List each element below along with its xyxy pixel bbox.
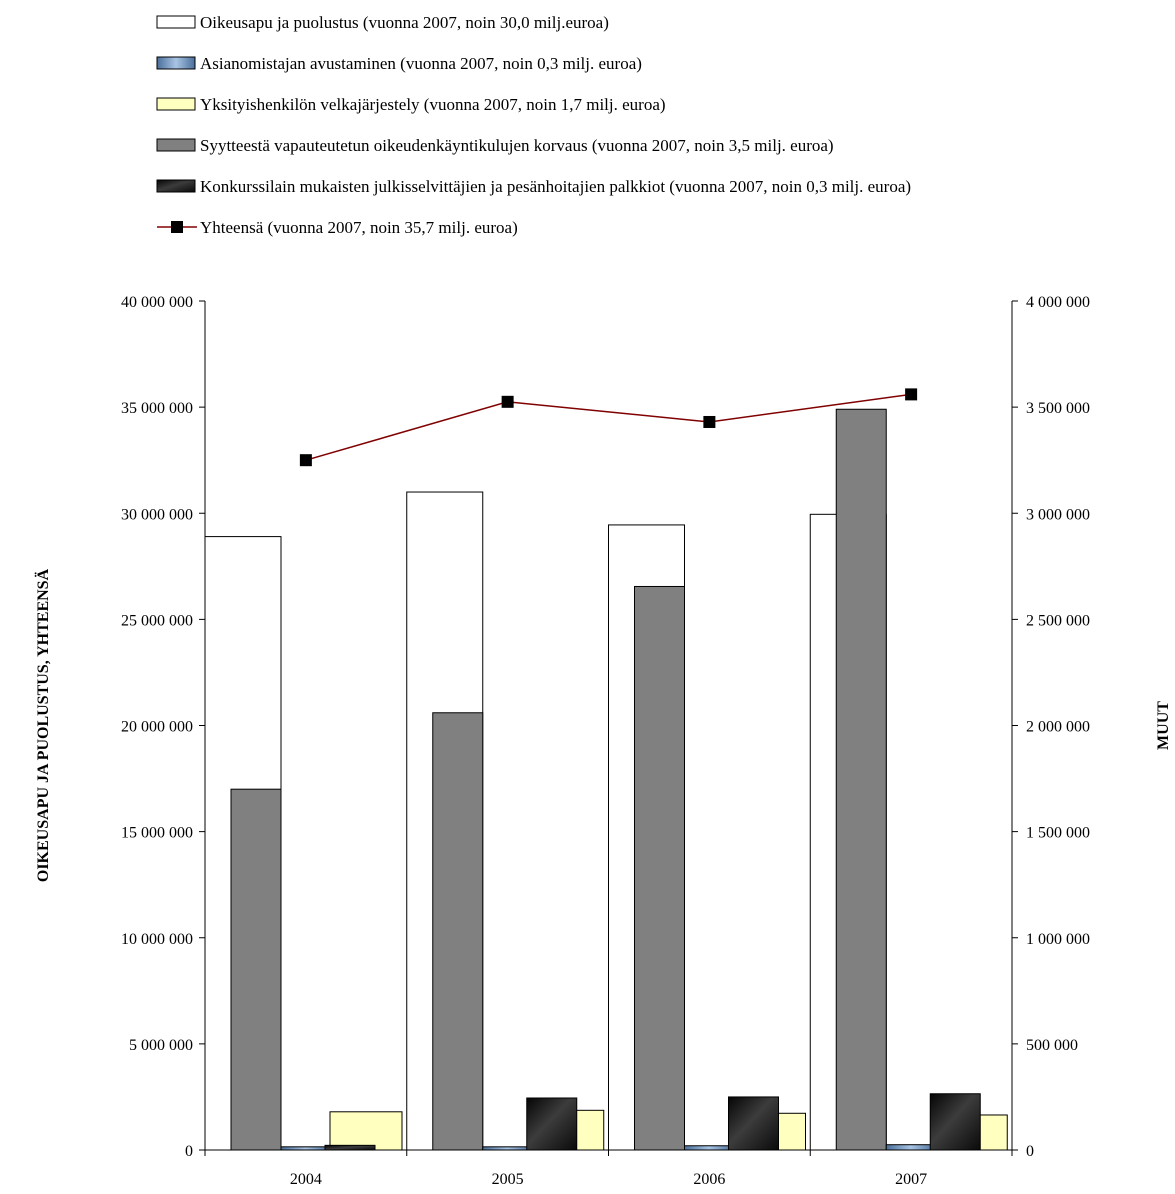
bar-series-3-2006 xyxy=(728,1096,779,1151)
legend-item: Syytteestä vapauteutetun oikeudenkäyntik… xyxy=(156,136,834,155)
axes: 0 5 000 000 10 000 000 15 000 000 20 000 000… xyxy=(34,294,1172,1188)
total-point-2006 xyxy=(703,415,716,428)
y-tick-label: 0 xyxy=(185,1143,193,1160)
bar-series-3-2004 xyxy=(324,1144,376,1151)
y2-tick-label: 4 000 000 xyxy=(1026,294,1090,311)
legend-marker-swatch xyxy=(171,221,183,233)
legend-swatch xyxy=(156,97,196,111)
legend-label: Yksityishenkilön velkajärjestely (vuonna… xyxy=(200,95,666,114)
legend-label: Syytteestä vapauteutetun oikeudenkäyntik… xyxy=(200,136,834,155)
legend-label: Oikeusapu ja puolustus (vuonna 2007, noi… xyxy=(200,13,609,32)
legend-label: Asianomistajan avustaminen (vuonna 2007,… xyxy=(200,54,642,73)
legend-item: Asianomistajan avustaminen (vuonna 2007,… xyxy=(156,54,642,73)
legend-label: Yhteensä (vuonna 2007, noin 35,7 milj. e… xyxy=(200,218,518,237)
legend-item: Yhteensä (vuonna 2007, noin 35,7 milj. e… xyxy=(157,218,518,237)
legend: Oikeusapu ja puolustus (vuonna 2007, noi… xyxy=(156,13,911,237)
x-tick-label: 2007 xyxy=(895,1171,927,1188)
legend-swatch xyxy=(156,56,196,70)
y-tick-label: 25 000 000 xyxy=(121,612,193,629)
y2-tick-label: 1 500 000 xyxy=(1026,825,1090,842)
bar-series-1-2006 xyxy=(634,585,685,1151)
x-tick-label: 2005 xyxy=(492,1171,524,1188)
total-point-2004 xyxy=(299,454,312,467)
legend-swatch xyxy=(156,179,196,193)
y-tick-label: 15 000 000 xyxy=(121,825,193,842)
bar-series-2-2006 xyxy=(684,1145,734,1151)
y2-tick-label: 0 xyxy=(1026,1143,1034,1160)
bar-series-1-2005 xyxy=(432,712,484,1151)
bar-series-1-2004 xyxy=(230,788,282,1151)
y-tick-label: 20 000 000 xyxy=(121,719,193,736)
legend-swatch xyxy=(156,15,196,29)
plot-area xyxy=(204,388,1008,1151)
legend-item: Yksityishenkilön velkajärjestely (vuonna… xyxy=(156,95,666,114)
bar-series-3-2005 xyxy=(526,1097,578,1151)
x-tick-label: 2006 xyxy=(693,1171,725,1188)
y2-tick-label: 500 000 xyxy=(1026,1037,1078,1054)
y-tick-label: 10 000 000 xyxy=(121,931,193,948)
y-axis-title: OIKEUSAPU JA PUOLUSTUS, YHTEENSÄ xyxy=(34,568,52,882)
y2-tick-label: 1 000 000 xyxy=(1026,931,1090,948)
y-tick-label: 40 000 000 xyxy=(121,294,193,311)
legend-label: Konkurssilain mukaisten julkisselvittäji… xyxy=(200,177,911,196)
bar-series-2-2007 xyxy=(885,1144,936,1151)
y2-tick-label: 2 000 000 xyxy=(1026,719,1090,736)
total-line xyxy=(305,393,912,461)
total-point-2007 xyxy=(905,388,918,401)
x-tick-label: 2004 xyxy=(290,1171,322,1188)
bar-series-3-2007 xyxy=(929,1093,981,1151)
total-point-2005 xyxy=(501,395,514,408)
y2-tick-label: 2 500 000 xyxy=(1026,612,1090,629)
y2-axis-title: MUUT xyxy=(1155,701,1172,750)
legend-item: Oikeusapu ja puolustus (vuonna 2007, noi… xyxy=(156,13,609,32)
y2-tick-label: 3 500 000 xyxy=(1026,400,1090,417)
y-tick-label: 35 000 000 xyxy=(121,400,193,417)
bar-series-4-2004 xyxy=(329,1111,403,1151)
legend-item: Konkurssilain mukaisten julkisselvittäji… xyxy=(156,177,911,196)
y-tick-label: 5 000 000 xyxy=(129,1037,193,1054)
y2-tick-label: 3 000 000 xyxy=(1026,506,1090,523)
bar-series-1-2007 xyxy=(835,408,887,1151)
legend-swatch xyxy=(156,138,196,152)
y-tick-label: 30 000 000 xyxy=(121,506,193,523)
